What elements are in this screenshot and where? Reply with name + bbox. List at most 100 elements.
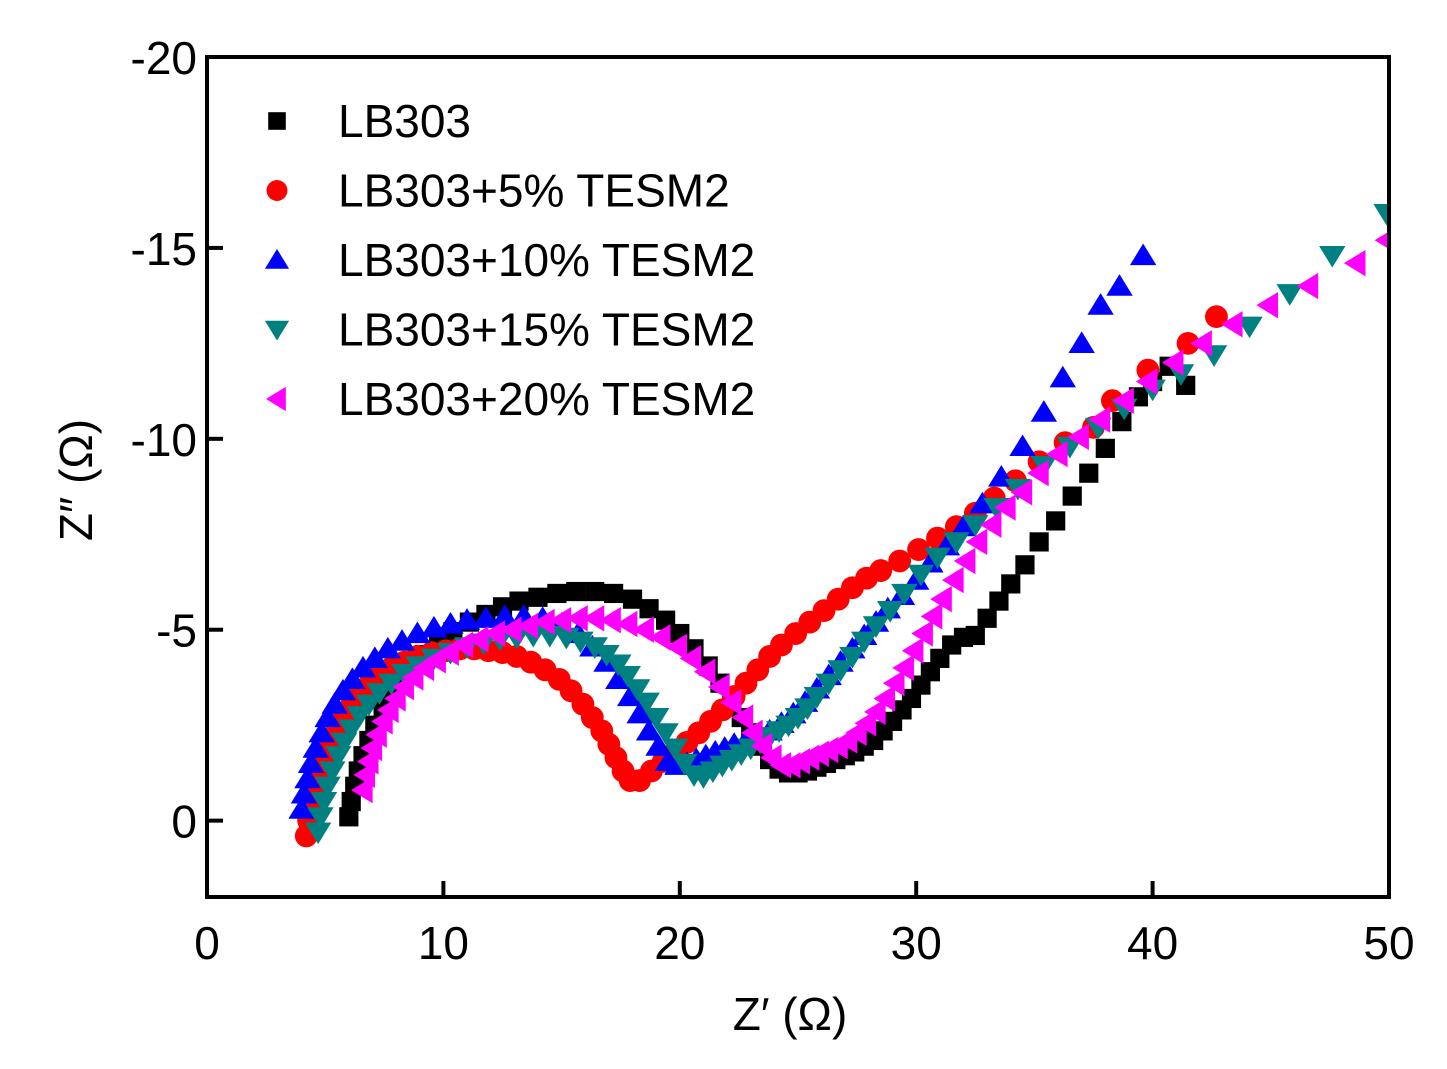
- data-point: [1009, 434, 1036, 457]
- y-tick-label: -20: [131, 32, 197, 84]
- data-point: [1106, 274, 1133, 296]
- data-point: [665, 633, 688, 661]
- data-point: [965, 625, 985, 646]
- legend: LB303 LB303+5% TESM2 LB303+10% TESM2 LB303+…: [264, 95, 755, 425]
- data-point: [451, 631, 474, 659]
- data-point: [642, 707, 670, 730]
- data-point: [1046, 440, 1068, 468]
- legend-label: LB303+20% TESM2: [338, 373, 755, 425]
- data-point: [466, 626, 489, 653]
- data-point: [707, 673, 730, 701]
- legend-marker: [268, 112, 286, 130]
- data-point: [516, 612, 539, 640]
- data-point: [472, 606, 500, 628]
- data-point: [962, 515, 989, 537]
- data-point: [1319, 245, 1346, 268]
- data-point: [648, 624, 671, 651]
- data-point: [1374, 231, 1389, 250]
- data-point: [566, 605, 588, 632]
- data-point: [1088, 406, 1111, 433]
- data-point: [632, 616, 654, 643]
- x-tick-label: 20: [654, 917, 705, 969]
- data-point: [319, 761, 346, 783]
- data-point: [1027, 459, 1049, 487]
- data-point: [854, 710, 877, 737]
- data-point: [321, 692, 348, 714]
- data-point: [294, 766, 321, 789]
- data-point: [882, 669, 905, 697]
- legend-label: LB303+5% TESM2: [338, 165, 730, 217]
- legend-marker: [264, 320, 290, 341]
- data-point: [1112, 412, 1132, 432]
- data-point: [1087, 293, 1114, 315]
- data-point: [839, 646, 866, 669]
- data-point: [624, 679, 651, 701]
- data-point: [1161, 349, 1184, 376]
- y-tick-label: -5: [156, 605, 197, 657]
- data-point: [341, 791, 361, 812]
- data-point: [750, 732, 773, 760]
- data-points-layer: [288, 203, 1389, 848]
- data-point: [873, 685, 896, 712]
- data-point: [965, 528, 988, 556]
- data-point: [614, 665, 641, 688]
- data-point: [599, 606, 621, 634]
- data-point: [1112, 387, 1134, 414]
- data-point: [930, 585, 952, 613]
- data-point: [869, 559, 893, 582]
- data-point: [404, 621, 431, 644]
- data-point: [901, 637, 924, 664]
- data-point: [339, 807, 359, 827]
- data-point: [304, 822, 332, 845]
- legend-item: LB303+10% TESM2: [264, 234, 755, 286]
- data-point: [374, 636, 402, 659]
- data-point: [1373, 203, 1389, 226]
- data-point: [1343, 249, 1366, 277]
- data-point: [453, 608, 481, 630]
- data-point: [645, 734, 672, 756]
- data-point: [1095, 438, 1115, 458]
- data-point: [616, 684, 644, 707]
- data-point: [297, 751, 325, 773]
- y-tick-label: 0: [171, 796, 197, 848]
- data-point: [1010, 479, 1033, 506]
- legend-label: LB303+15% TESM2: [338, 304, 755, 356]
- data-point: [1029, 532, 1049, 552]
- data-point: [1296, 272, 1319, 300]
- data-point: [290, 781, 318, 804]
- data-point: [891, 583, 918, 606]
- data-point: [314, 776, 341, 799]
- data-point: [361, 646, 389, 668]
- data-point: [1176, 331, 1200, 355]
- data-point: [942, 566, 964, 594]
- legend-item: LB303+20% TESM2: [266, 373, 755, 425]
- data-point: [605, 654, 632, 677]
- data-point: [585, 581, 605, 602]
- data-point: [953, 547, 976, 575]
- plot-frame: [205, 55, 1391, 899]
- data-point: [1068, 331, 1095, 353]
- data-point: [639, 599, 659, 619]
- data-point: [378, 673, 405, 696]
- data-point: [366, 683, 393, 705]
- data-point: [719, 689, 742, 716]
- legend-marker: [266, 386, 286, 412]
- legend-item: LB303: [268, 95, 471, 147]
- data-point: [391, 664, 418, 686]
- y-tick-label: -15: [131, 223, 197, 275]
- data-point: [652, 723, 679, 745]
- data-point: [994, 494, 1016, 521]
- data-point: [633, 692, 660, 715]
- x-tick-label: 30: [891, 917, 942, 969]
- x-tick-label: 50: [1363, 917, 1414, 969]
- data-point: [815, 673, 842, 696]
- legend-marker: [266, 180, 288, 201]
- x-axis-ticks: 0 10 20 30 40 50: [194, 881, 1415, 969]
- data-point: [911, 620, 933, 647]
- data-point: [307, 807, 334, 829]
- data-point: [1236, 316, 1263, 339]
- data-point: [864, 698, 886, 726]
- data-point: [1001, 574, 1021, 594]
- data-point: [969, 491, 996, 514]
